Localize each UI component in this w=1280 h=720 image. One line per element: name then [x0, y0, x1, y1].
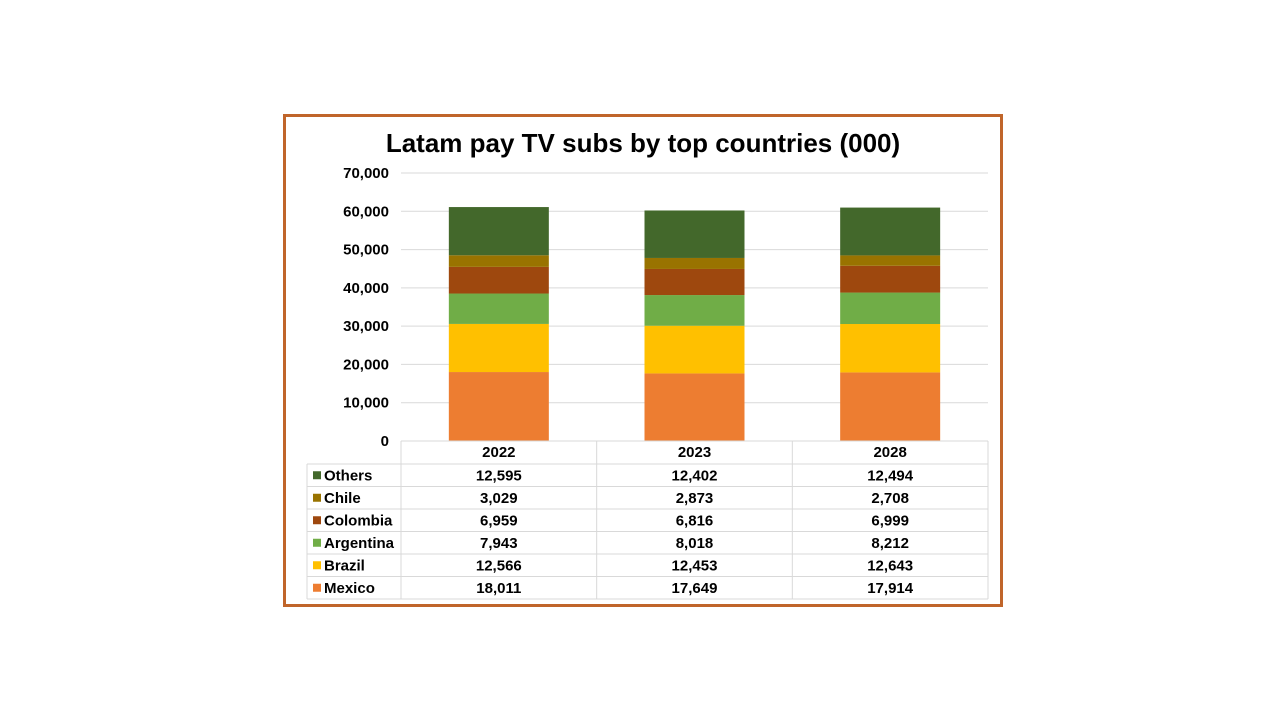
legend-label-colombia: Colombia	[324, 512, 393, 529]
data-label: 6,959	[480, 512, 518, 529]
legend-label-others: Others	[324, 467, 372, 484]
bar-chile-2022	[448, 255, 549, 267]
bar-brazil-2023	[644, 325, 745, 374]
bar-mexico-2028	[840, 372, 941, 441]
bar-colombia-2028	[840, 265, 941, 293]
x-category-label: 2028	[873, 444, 906, 461]
legend-swatch-chile	[313, 493, 321, 502]
data-label: 2,873	[676, 490, 714, 507]
bar-mexico-2023	[644, 373, 745, 441]
legend-label-argentina: Argentina	[324, 535, 395, 552]
bar-others-2028	[840, 207, 941, 256]
y-tick-label: 70,000	[343, 165, 389, 182]
y-tick-label: 20,000	[343, 356, 389, 373]
chart-title: Latam pay TV subs by top countries (000)	[385, 128, 901, 158]
legend-label-chile: Chile	[324, 490, 361, 507]
data-label: 12,566	[476, 557, 522, 574]
data-label: 2,708	[871, 490, 909, 507]
data-label: 6,816	[676, 512, 714, 529]
x-category-label: 2022	[482, 444, 515, 461]
bar-colombia-2023	[644, 268, 745, 296]
legend-label-brazil: Brazil	[324, 557, 365, 574]
y-tick-label: 40,000	[343, 280, 389, 297]
data-label: 6,999	[871, 512, 909, 529]
data-label: 8,018	[676, 535, 714, 552]
data-label: 12,402	[672, 467, 718, 484]
legend-swatch-mexico	[313, 583, 321, 592]
x-category-label: 2023	[678, 444, 711, 461]
bar-brazil-2022	[448, 323, 549, 373]
data-label: 17,649	[672, 580, 718, 597]
y-tick-label: 50,000	[343, 242, 389, 259]
data-label: 17,914	[867, 580, 914, 597]
data-label: 18,011	[476, 580, 521, 597]
bar-chile-2028	[840, 255, 941, 266]
legend-swatch-argentina	[313, 538, 321, 547]
legend-swatch-others	[313, 471, 321, 480]
bar-chile-2023	[644, 257, 745, 269]
legend-label-mexico: Mexico	[324, 580, 375, 597]
bar-mexico-2022	[448, 372, 549, 441]
legend-swatch-brazil	[313, 561, 321, 570]
data-label: 7,943	[480, 535, 518, 552]
y-tick-label: 30,000	[343, 318, 389, 335]
bar-others-2023	[644, 210, 745, 258]
data-label: 3,029	[480, 490, 518, 507]
data-label: 12,643	[867, 557, 913, 574]
bar-brazil-2028	[840, 324, 941, 373]
y-tick-label: 60,000	[343, 203, 389, 220]
data-label: 12,595	[476, 467, 522, 484]
y-tick-label: 0	[381, 433, 389, 450]
bar-argentina-2028	[840, 292, 941, 325]
bar-others-2022	[448, 207, 549, 256]
y-tick-label: 10,000	[343, 395, 389, 412]
legend-swatch-colombia	[313, 516, 321, 525]
data-label: 12,494	[867, 467, 914, 484]
data-label: 12,453	[672, 557, 718, 574]
bar-argentina-2023	[644, 295, 745, 326]
data-label: 8,212	[871, 535, 909, 552]
bar-colombia-2022	[448, 266, 549, 294]
bar-argentina-2022	[448, 293, 549, 324]
chart-frame: Latam pay TV subs by top countries (000)…	[283, 114, 1003, 607]
chart-svg: 0 10,000 20,000 30,000 40,000 50,000 60,000 70,…	[306, 165, 989, 600]
